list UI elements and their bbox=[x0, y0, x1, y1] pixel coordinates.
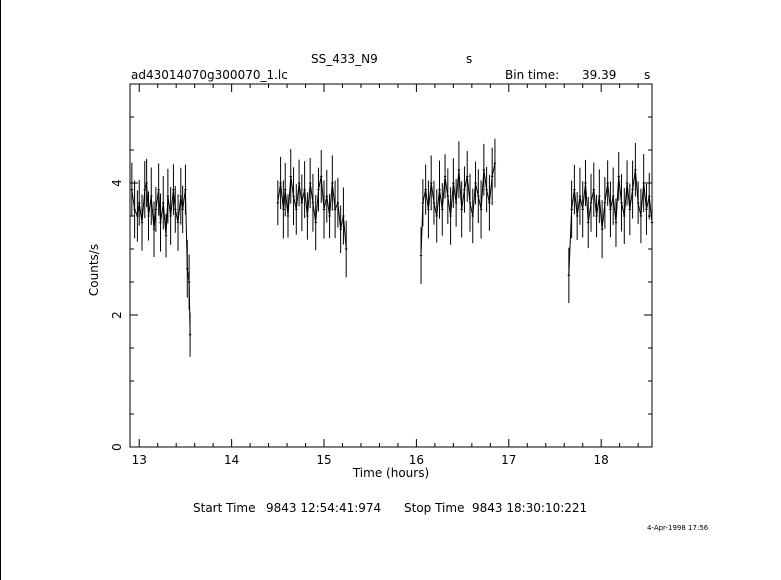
bin-time-label: Bin time: bbox=[505, 68, 560, 82]
axis-ticks: 13 14 15 16 17 18 0 2 4 bbox=[110, 83, 652, 467]
series-line bbox=[420, 163, 496, 256]
y-tick-label: 0 bbox=[110, 443, 124, 451]
bin-time-unit: s bbox=[644, 68, 651, 82]
stop-time-label: Stop Time bbox=[404, 501, 465, 515]
file-name: ad43014070g300070_1.lc bbox=[131, 68, 288, 82]
stop-time-value: 9843 18:30:10:221 bbox=[472, 501, 588, 515]
x-axis-label: Time (hours) bbox=[352, 466, 429, 480]
object-name: SS_433_N9 bbox=[311, 52, 378, 66]
series-line bbox=[277, 176, 347, 250]
y-tick-label: 2 bbox=[110, 311, 124, 319]
y-axis-label: Counts/s bbox=[87, 244, 101, 296]
light-curve-segment bbox=[419, 138, 497, 284]
y-tick-label: 4 bbox=[110, 179, 124, 187]
x-tick-label: 13 bbox=[132, 453, 147, 467]
series-line bbox=[568, 169, 653, 276]
x-tick-label: 18 bbox=[594, 453, 609, 467]
plot-date: 4-Apr-1998 17:56 bbox=[647, 524, 709, 532]
x-tick-label: 15 bbox=[316, 453, 331, 467]
bin-time-value: 39.39 bbox=[582, 68, 617, 82]
x-tick-label: 14 bbox=[224, 453, 239, 467]
plot-frame bbox=[129, 83, 653, 448]
window-left-border bbox=[0, 0, 1, 580]
series-line bbox=[131, 182, 191, 335]
x-tick-label: 16 bbox=[409, 453, 424, 467]
start-time-value: 9843 12:54:41:974 bbox=[266, 501, 382, 515]
data-layer bbox=[130, 138, 654, 357]
light-curve-segment bbox=[276, 149, 348, 278]
object-unit: s bbox=[466, 52, 473, 66]
x-tick-label: 17 bbox=[501, 453, 516, 467]
light-curve-segment bbox=[567, 142, 654, 304]
light-curve-segment bbox=[130, 158, 192, 357]
start-time-label: Start Time bbox=[193, 501, 256, 515]
